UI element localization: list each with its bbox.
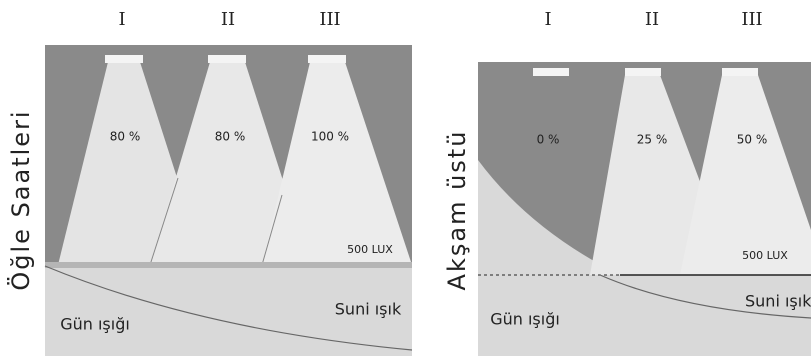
daylight-label: Gün ışığı <box>60 315 130 334</box>
dimming-level: 25 % <box>637 133 668 147</box>
lamp <box>208 55 246 63</box>
lamp <box>722 68 758 76</box>
dimming-level: 80 % <box>215 130 246 144</box>
lamp-label: II <box>221 9 235 30</box>
dimming-level: 100 % <box>311 130 349 144</box>
lamp <box>533 68 569 76</box>
lamp <box>308 55 346 63</box>
panel-title: Öğle Saatleri <box>6 109 35 290</box>
diagram: I II III 80 % 80 % 100 % 500 LUX Suni ış… <box>0 0 811 356</box>
dimming-level: 0 % <box>537 133 560 147</box>
illuminance: 500 LUX <box>347 243 393 256</box>
lamp-label: III <box>741 9 762 30</box>
dimming-level: 50 % <box>737 133 768 147</box>
work-plane <box>45 262 412 268</box>
daylight-label: Gün ışığı <box>490 310 560 329</box>
artificial-label: Suni ışık <box>335 300 402 319</box>
lamp-label: II <box>645 9 659 30</box>
lamp-label: I <box>118 9 125 30</box>
left-panel: I II III 80 % 80 % 100 % 500 LUX Suni ış… <box>6 9 412 356</box>
right-panel: I II III 0 % 25 % 50 % 500 LUX Suni ışık… <box>443 9 811 356</box>
dimming-level: 80 % <box>110 130 141 144</box>
lamp-label: III <box>319 9 340 30</box>
panel-title: Akşam üstü <box>443 130 471 291</box>
lamp-label: I <box>544 9 551 30</box>
artificial-label: Suni ışık <box>745 292 811 311</box>
lamp <box>105 55 143 63</box>
lamp <box>625 68 661 76</box>
illuminance: 500 LUX <box>742 249 788 262</box>
